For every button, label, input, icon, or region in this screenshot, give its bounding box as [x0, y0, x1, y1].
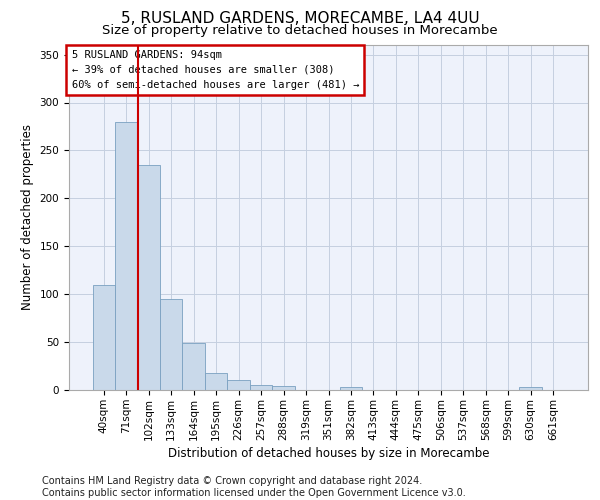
Bar — [160, 299, 182, 390]
Bar — [92, 284, 115, 390]
Bar — [182, 343, 205, 390]
Bar — [340, 387, 362, 390]
Text: 5 RUSLAND GARDENS: 94sqm
← 39% of detached houses are smaller (308)
60% of semi-: 5 RUSLAND GARDENS: 94sqm ← 39% of detach… — [71, 50, 359, 90]
X-axis label: Distribution of detached houses by size in Morecambe: Distribution of detached houses by size … — [168, 446, 489, 460]
Bar — [250, 385, 272, 390]
Text: Contains HM Land Registry data © Crown copyright and database right 2024.
Contai: Contains HM Land Registry data © Crown c… — [42, 476, 466, 498]
Bar — [272, 386, 295, 390]
Text: Size of property relative to detached houses in Morecambe: Size of property relative to detached ho… — [102, 24, 498, 37]
Bar — [520, 387, 542, 390]
Bar — [227, 380, 250, 390]
Bar — [115, 122, 137, 390]
Bar — [137, 165, 160, 390]
Text: 5, RUSLAND GARDENS, MORECAMBE, LA4 4UU: 5, RUSLAND GARDENS, MORECAMBE, LA4 4UU — [121, 11, 479, 26]
Y-axis label: Number of detached properties: Number of detached properties — [21, 124, 34, 310]
Bar — [205, 373, 227, 390]
